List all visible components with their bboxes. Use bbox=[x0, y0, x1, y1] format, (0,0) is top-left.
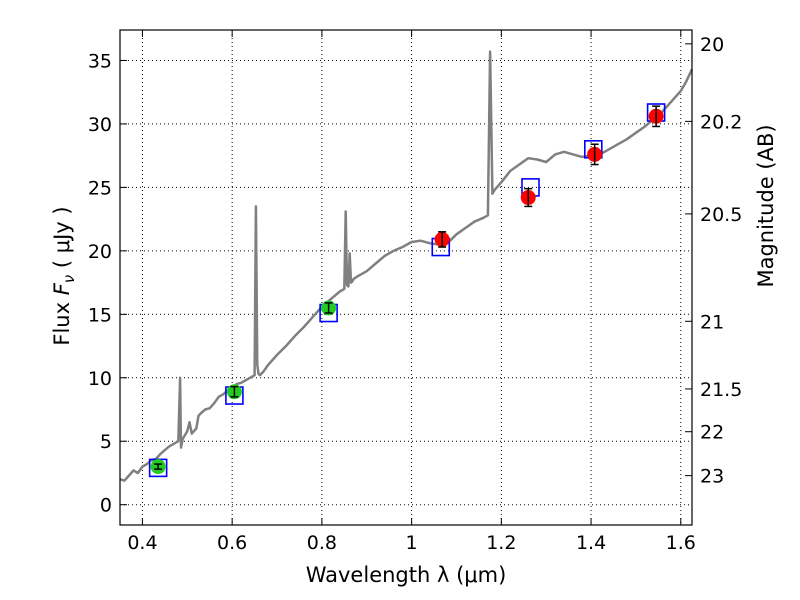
grid bbox=[120, 30, 692, 525]
y2-tick-label: 20.5 bbox=[700, 204, 742, 226]
x-tick-label: 0.6 bbox=[217, 532, 247, 554]
spectrum-line bbox=[119, 50, 694, 482]
plot-area bbox=[119, 50, 694, 482]
y-axis-label-sub: ν bbox=[60, 275, 78, 283]
y-tick-label: 10 bbox=[88, 368, 112, 390]
x-tick-label: 0.8 bbox=[307, 532, 337, 554]
x-tick-label: 0.4 bbox=[127, 532, 157, 554]
y2-axis-label: Magnitude (AB) bbox=[754, 124, 778, 287]
y-tick-label: 35 bbox=[88, 50, 112, 72]
y2-tick-label: 22 bbox=[700, 422, 724, 444]
y-tick-label: 5 bbox=[100, 431, 112, 453]
y-axis-label-suffix: ( μJy ) bbox=[50, 206, 74, 274]
x-tick-label: 1.2 bbox=[486, 532, 516, 554]
x-tick-label: 1.4 bbox=[576, 532, 606, 554]
y2-tick-label: 20 bbox=[700, 34, 724, 56]
x-tick-label: 1.6 bbox=[666, 532, 696, 554]
y2-tick-label: 21.5 bbox=[700, 379, 742, 401]
x-axis-label: Wavelength λ (μm) bbox=[306, 563, 507, 587]
y-axis-label-var: F bbox=[50, 282, 74, 295]
x-tick-label: 1 bbox=[406, 532, 418, 554]
y-axis-label-prefix: Flux bbox=[50, 295, 74, 345]
tick-labels: 0.4 0.6 0.8 1 1.2 1.4 1.6 0 5 10 15 20 25 30 35 20 20.2 2… bbox=[88, 34, 743, 554]
plot-frame bbox=[119, 29, 693, 526]
y2-tick-label: 21 bbox=[700, 311, 724, 333]
y-axis-label: Flux Fν ( μJy ) bbox=[50, 206, 78, 345]
axis-ticks bbox=[120, 30, 692, 525]
y-tick-label: 15 bbox=[88, 304, 112, 326]
y2-tick-label: 20.2 bbox=[700, 111, 742, 133]
y-tick-label: 20 bbox=[88, 241, 112, 263]
y-tick-label: 0 bbox=[100, 495, 112, 517]
y-tick-label: 25 bbox=[88, 177, 112, 199]
y2-tick-label: 23 bbox=[700, 466, 724, 488]
y-tick-label: 30 bbox=[88, 114, 112, 136]
